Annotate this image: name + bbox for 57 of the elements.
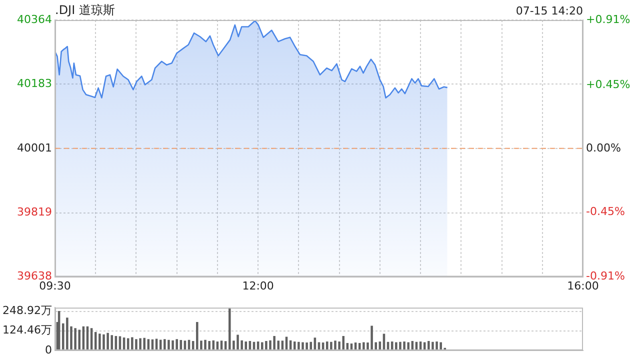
- text: 07-15 14:20: [516, 4, 583, 18]
- bar: [196, 322, 198, 350]
- bar: [168, 340, 170, 350]
- bar: [298, 342, 300, 350]
- chart-title: .DJI 道琼斯: [55, 3, 115, 18]
- bar: [66, 318, 68, 350]
- y-tick-label: 0: [45, 343, 52, 356]
- bar: [110, 335, 113, 350]
- bar: [265, 340, 268, 350]
- bar: [432, 342, 434, 350]
- bar: [102, 334, 105, 350]
- y-tick-label: 248.92万: [2, 304, 52, 318]
- bar: [78, 330, 80, 350]
- bar: [273, 336, 276, 350]
- bar: [208, 340, 210, 350]
- bar: [176, 339, 178, 350]
- bar: [370, 326, 373, 350]
- bar: [362, 342, 365, 350]
- bar: [440, 342, 442, 350]
- bar: [164, 339, 166, 350]
- y2-tick-label: +0.91%: [586, 12, 630, 26]
- bar: [143, 338, 146, 350]
- bar: [403, 341, 406, 350]
- y-tick-label: 40183: [17, 76, 52, 90]
- bar: [428, 340, 430, 350]
- y-tick-label: 39819: [17, 206, 52, 219]
- y2-tick-label: +0.45%: [586, 78, 630, 91]
- bar: [294, 341, 296, 350]
- bar: [172, 340, 174, 350]
- x-tick-label: 12:00: [242, 279, 274, 292]
- y-tick-label: 40364: [17, 12, 52, 26]
- bar: [106, 332, 109, 350]
- bar: [261, 342, 264, 350]
- bar: [334, 340, 336, 350]
- bar: [269, 340, 272, 350]
- bar: [326, 341, 328, 350]
- y2-tick-label: 0.00%: [586, 141, 621, 154]
- bar: [395, 342, 398, 350]
- bar: [407, 342, 410, 350]
- bar: [135, 339, 138, 350]
- bar: [306, 342, 308, 350]
- bar: [139, 338, 142, 350]
- bar: [98, 334, 101, 350]
- bar: [131, 337, 134, 350]
- bar: [74, 328, 76, 350]
- bar: [236, 334, 239, 350]
- bar: [330, 342, 332, 350]
- bar: [302, 342, 304, 350]
- bar: [342, 336, 344, 350]
- bar: [228, 308, 231, 350]
- bar: [310, 342, 312, 350]
- y2-tick-label: -0.45%: [586, 204, 625, 218]
- bar: [399, 342, 402, 350]
- bar: [204, 340, 206, 350]
- y-tick-label: 124.46万: [2, 324, 52, 337]
- y-tick-label: 40001: [17, 141, 52, 154]
- bar: [436, 341, 438, 350]
